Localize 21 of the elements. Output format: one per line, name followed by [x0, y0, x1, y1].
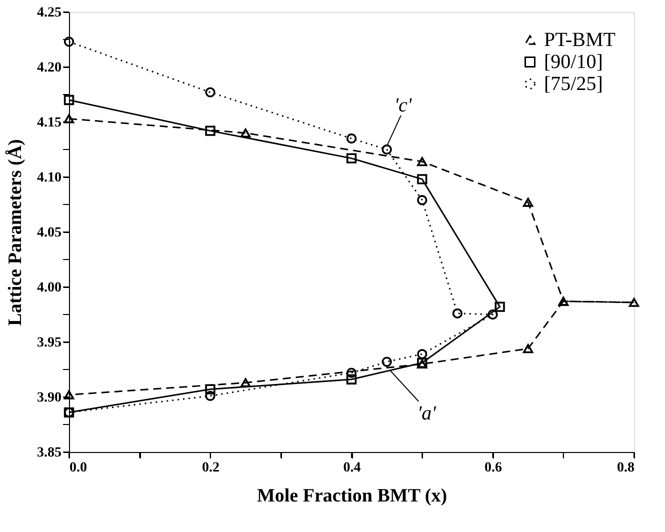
y-tick-label: 3.85 [37, 446, 62, 460]
y-axis-title: Lattice Parameters (Å) [5, 139, 26, 326]
y-tick-label: 3.90 [37, 390, 62, 406]
x-axis-title: Mole Fraction BMT (x) [256, 486, 448, 506]
legend-label: PT-BMT [544, 29, 616, 51]
y-tick-label: 4.05 [37, 226, 62, 240]
annotation: 'a' [417, 402, 437, 424]
y-tick-label: 4.00 [37, 280, 62, 296]
y-tick-label: 4.25 [37, 6, 62, 20]
legend-label: [75/25] [544, 73, 603, 95]
y-tick-label: 3.95 [37, 336, 62, 350]
annotation: 'c' [394, 94, 412, 116]
x-tick-label: 0.0 [70, 460, 87, 476]
x-tick-label: 0.6 [484, 460, 502, 476]
y-tick-label: 4.10 [37, 170, 62, 186]
legend-label: [90/10] [544, 51, 603, 73]
x-tick-label: 0.8 [617, 460, 634, 476]
x-tick-label: 0.2 [202, 460, 220, 476]
y-tick-label: 4.15 [37, 116, 62, 130]
x-tick-label: 0.4 [343, 460, 361, 476]
y-tick-label: 4.20 [37, 60, 62, 76]
